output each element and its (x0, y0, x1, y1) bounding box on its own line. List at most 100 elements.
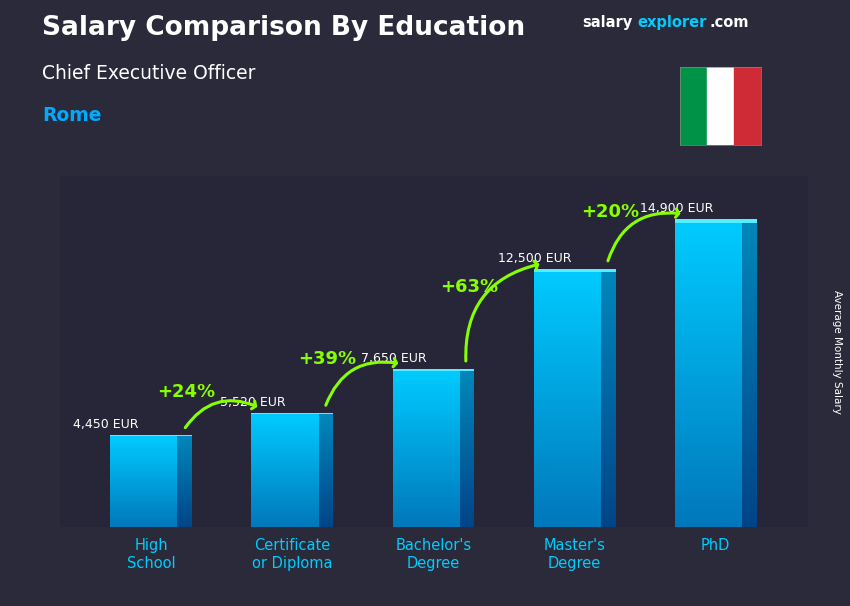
Text: 5,520 EUR: 5,520 EUR (220, 396, 286, 409)
Bar (534, 479, 601, 482)
Bar (110, 519, 178, 521)
Bar (178, 487, 192, 488)
Bar (178, 521, 192, 522)
Bar (110, 476, 178, 478)
Bar (178, 438, 192, 439)
Bar (252, 498, 319, 499)
Bar (252, 473, 319, 474)
Bar (110, 480, 178, 481)
Bar (393, 494, 460, 496)
Bar (319, 430, 333, 431)
Bar (178, 501, 192, 502)
Bar (742, 462, 756, 465)
Bar (534, 350, 601, 353)
Bar (460, 391, 474, 393)
Bar (460, 413, 474, 415)
Bar (675, 250, 742, 254)
Bar (178, 522, 192, 524)
Bar (319, 462, 333, 463)
Bar (534, 272, 601, 275)
Bar (110, 504, 178, 505)
Bar (460, 383, 474, 385)
Bar (601, 295, 615, 298)
Bar (110, 448, 178, 449)
Bar (252, 506, 319, 507)
Bar (252, 458, 319, 459)
Bar (252, 467, 319, 468)
Bar (252, 463, 319, 464)
Bar (675, 485, 742, 488)
Bar (460, 442, 474, 444)
Bar (178, 479, 192, 480)
Bar (675, 242, 742, 246)
Bar (675, 388, 742, 393)
Bar (742, 442, 756, 447)
Bar (601, 372, 615, 375)
Bar (319, 523, 333, 524)
Bar (534, 307, 601, 311)
Bar (460, 499, 474, 502)
Bar (675, 462, 742, 465)
Bar (534, 356, 601, 359)
Bar (178, 461, 192, 462)
Bar (110, 525, 178, 526)
Bar (110, 521, 178, 522)
Bar (460, 375, 474, 377)
Bar (601, 488, 615, 491)
Bar (460, 472, 474, 474)
Bar (742, 304, 756, 308)
Bar (601, 288, 615, 291)
Bar (393, 513, 460, 515)
Bar (252, 483, 319, 484)
Bar (319, 494, 333, 496)
Bar (252, 456, 319, 458)
Bar (534, 482, 601, 485)
Bar (110, 489, 178, 490)
Bar (252, 522, 319, 523)
Bar (393, 405, 460, 407)
Bar (252, 500, 319, 502)
Bar (110, 511, 178, 512)
Bar (742, 281, 756, 285)
Bar (178, 466, 192, 467)
Bar (319, 415, 333, 416)
Text: +39%: +39% (298, 350, 357, 368)
Bar (110, 445, 178, 447)
Bar (460, 424, 474, 427)
Text: Rome: Rome (42, 106, 102, 125)
Bar (534, 421, 601, 424)
Bar (252, 419, 319, 420)
Bar (601, 459, 615, 462)
Bar (460, 482, 474, 484)
Bar (110, 507, 178, 508)
Bar (742, 454, 756, 458)
Bar (252, 480, 319, 482)
Bar (110, 447, 178, 448)
Text: explorer: explorer (638, 15, 707, 30)
Bar (742, 319, 756, 323)
Bar (601, 382, 615, 385)
Bar (460, 401, 474, 402)
Bar (319, 413, 333, 415)
Bar (252, 427, 319, 429)
Bar (742, 315, 756, 319)
Bar (601, 346, 615, 350)
Bar (393, 460, 460, 462)
Bar (178, 486, 192, 487)
Bar (178, 494, 192, 495)
Bar (534, 440, 601, 443)
Bar (601, 391, 615, 395)
Bar (675, 238, 742, 242)
Bar (534, 288, 601, 291)
Bar (393, 498, 460, 499)
Bar (460, 415, 474, 416)
Bar (601, 314, 615, 317)
Bar (110, 499, 178, 501)
Bar (110, 481, 178, 482)
Bar (742, 416, 756, 419)
Bar (534, 275, 601, 279)
Bar (675, 447, 742, 450)
Bar (675, 354, 742, 358)
Bar (319, 471, 333, 473)
Bar (534, 453, 601, 456)
